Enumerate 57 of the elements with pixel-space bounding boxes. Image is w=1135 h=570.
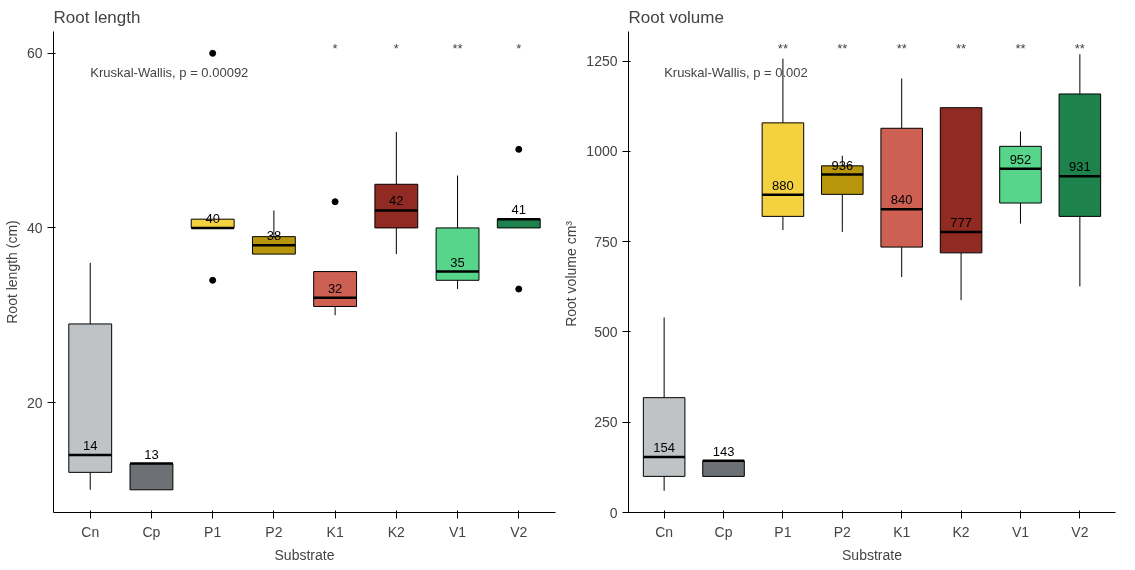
x-tick-label: Cp <box>714 523 733 540</box>
annotation: Kruskal-Wallis, p = 0.00092 <box>90 64 249 80</box>
annotation: ** <box>777 40 788 56</box>
text: 42 <box>389 193 404 209</box>
x-axis-title: Substrate <box>274 546 335 563</box>
annotation: * <box>516 40 522 56</box>
y-tick-label: 40 <box>26 219 43 236</box>
x-axis-title: Substrate <box>842 546 903 563</box>
annotation: ** <box>896 40 907 56</box>
annotation: ** <box>956 40 967 56</box>
x-tick-label: Cn <box>655 523 674 540</box>
x-tick-label: P1 <box>774 523 792 540</box>
x-tick-label: Cp <box>142 523 161 540</box>
annotation: ** <box>452 40 463 56</box>
y-tick-label: 1000 <box>586 143 618 160</box>
x-tick-label: K1 <box>326 523 344 540</box>
x-tick-label: K1 <box>893 523 911 540</box>
x-tick-label: K2 <box>387 523 406 540</box>
text: 13 <box>144 446 159 462</box>
annotation: * <box>393 40 399 56</box>
text: 952 <box>1009 151 1032 167</box>
x-tick-label: P1 <box>204 523 222 540</box>
text: 41 <box>511 202 527 218</box>
chart-title: Root volume <box>628 7 724 27</box>
y-axis-title: Root volume cm³ <box>563 220 580 327</box>
annotation: ** <box>837 40 848 56</box>
y-tick-label: 500 <box>594 323 618 340</box>
x-tick-label: P2 <box>265 523 283 540</box>
y-tick-label: 1250 <box>586 53 618 70</box>
text: 840 <box>890 192 913 208</box>
x-tick-label: V2 <box>510 523 528 540</box>
text: 32 <box>327 280 343 296</box>
y-tick-label: 20 <box>26 394 43 411</box>
y-tick-label: 0 <box>609 504 618 521</box>
y-tick-label: 750 <box>594 233 618 250</box>
chart-title: Root length <box>53 7 141 27</box>
x-tick-label: V1 <box>1011 523 1030 540</box>
text: 777 <box>950 214 972 230</box>
x-tick-label: Cn <box>81 523 100 540</box>
x-tick-label: V2 <box>1071 523 1089 540</box>
text: 936 <box>831 157 854 173</box>
x-tick-label: K2 <box>952 523 970 540</box>
annotation: * <box>332 40 338 56</box>
text: 931 <box>1069 159 1091 175</box>
y-tick-label: 60 <box>26 45 43 62</box>
text: 14 <box>83 437 98 453</box>
text: 38 <box>266 228 282 244</box>
x-tick-label: P2 <box>833 523 852 540</box>
text: 35 <box>450 254 465 270</box>
annotation: ** <box>1074 40 1085 56</box>
x-tick-label: V1 <box>448 523 467 540</box>
y-axis-title: Root length (cm) <box>3 220 20 324</box>
text: 154 <box>653 439 675 455</box>
annotation: ** <box>1015 40 1026 56</box>
y-tick-label: 250 <box>594 414 618 431</box>
text: 143 <box>712 443 735 459</box>
text: 880 <box>772 177 794 193</box>
